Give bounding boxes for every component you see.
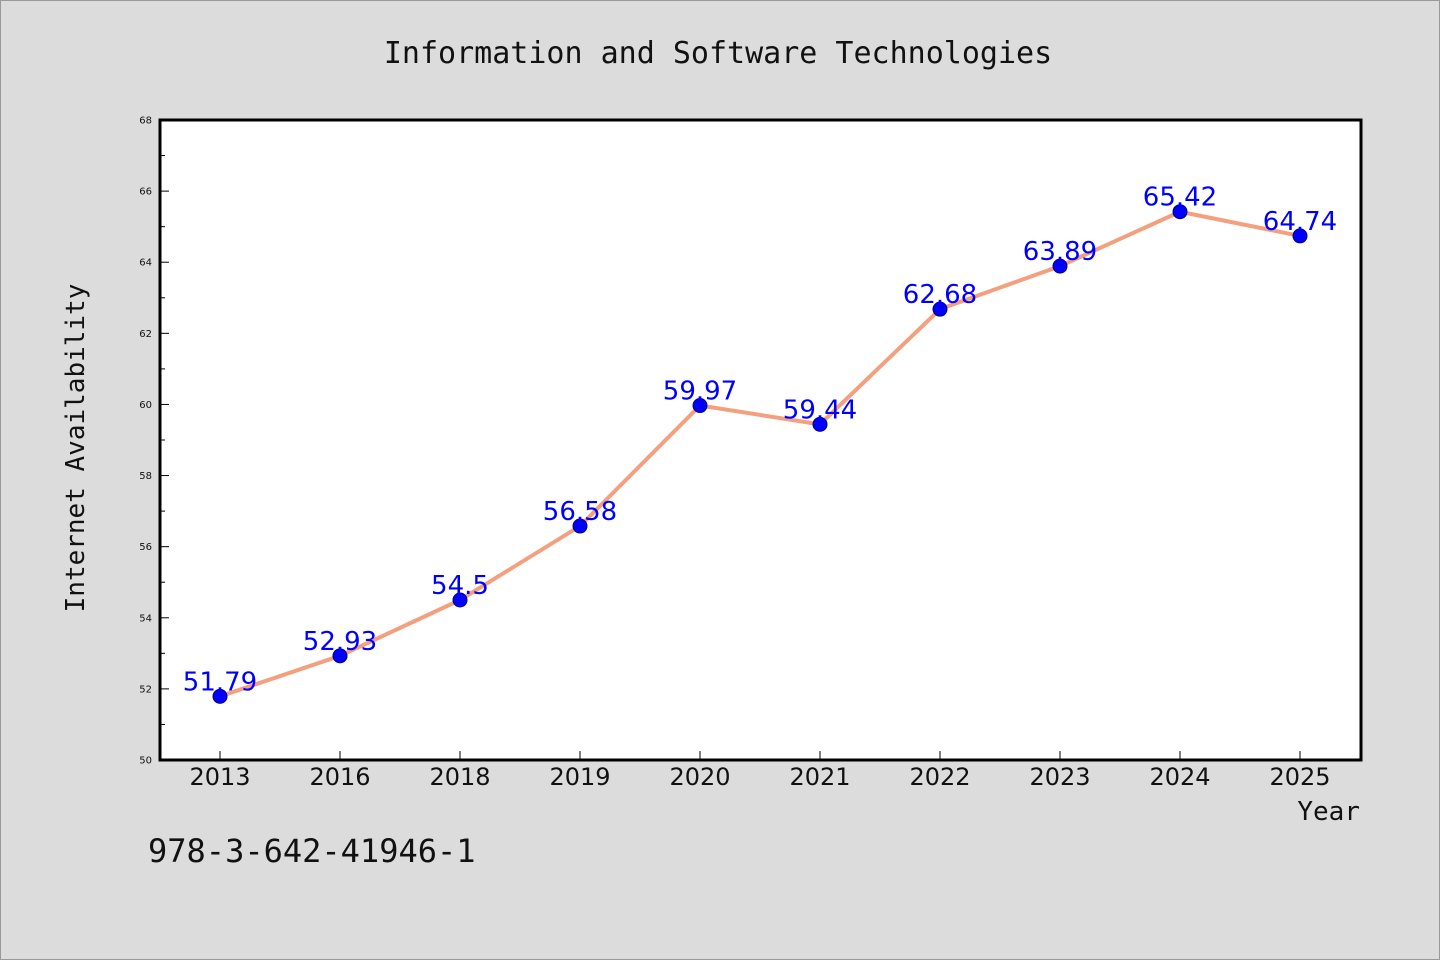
y-tick-label: 52 bbox=[139, 684, 152, 695]
data-point bbox=[1172, 204, 1188, 220]
plot-area bbox=[158, 118, 1363, 762]
data-point bbox=[332, 648, 348, 664]
y-tick-label: 64 bbox=[139, 258, 152, 269]
data-label: 62.68 bbox=[903, 280, 977, 310]
x-tick-label: 2025 bbox=[1269, 763, 1330, 791]
x-axis-label: Year bbox=[1297, 797, 1360, 827]
y-tick-label: 60 bbox=[139, 400, 152, 411]
x-tick-label: 2018 bbox=[429, 763, 490, 791]
data-point bbox=[1292, 228, 1308, 244]
data-point bbox=[572, 518, 588, 534]
data-label: 64.74 bbox=[1263, 207, 1337, 237]
data-labels: 51.79 52.93 54.5 56.58 59.97 59.44 62.68 63.89 6… bbox=[183, 183, 1337, 698]
data-point bbox=[932, 301, 948, 317]
x-tick-label: 2023 bbox=[1029, 763, 1090, 791]
x-tick-label: 2024 bbox=[1149, 763, 1210, 791]
y-tick-label: 66 bbox=[139, 187, 152, 198]
y-tick-label: 54 bbox=[139, 613, 152, 624]
data-point bbox=[452, 592, 468, 608]
y-axis-label: Internet Availability bbox=[61, 284, 91, 613]
data-label: 56.58 bbox=[543, 497, 617, 527]
data-point bbox=[692, 398, 708, 414]
x-tick-label: 2019 bbox=[549, 763, 610, 791]
x-axis: 2013 2016 2018 2019 2020 2021 2022 2023 2024 2025 bbox=[189, 751, 1331, 791]
data-label: 63.89 bbox=[1023, 237, 1097, 267]
y-axis: 50 52 54 56 58 60 62 64 66 68 bbox=[139, 116, 169, 767]
y-tick-label: 62 bbox=[139, 329, 152, 340]
y-tick-label: 56 bbox=[139, 542, 152, 553]
data-label: 59.97 bbox=[663, 377, 737, 407]
data-point bbox=[212, 688, 228, 704]
x-tick-label: 2016 bbox=[309, 763, 370, 791]
y-tick-label: 68 bbox=[139, 116, 152, 127]
x-tick-label: 2022 bbox=[909, 763, 970, 791]
y-tick-label: 50 bbox=[139, 756, 152, 767]
isbn-footnote: 978-3-642-41946-1 bbox=[148, 832, 476, 870]
x-tick-label: 2013 bbox=[189, 763, 250, 791]
data-label: 52.93 bbox=[303, 627, 377, 657]
x-tick-label: 2020 bbox=[669, 763, 730, 791]
chart-title: Information and Software Technologies bbox=[384, 36, 1052, 71]
data-label: 51.79 bbox=[183, 667, 257, 697]
data-label: 65.42 bbox=[1143, 183, 1217, 213]
series-line bbox=[219, 209, 1301, 699]
x-tick-label: 2021 bbox=[789, 763, 850, 791]
data-point bbox=[1052, 258, 1068, 274]
series-group bbox=[212, 204, 1308, 704]
data-label: 59.44 bbox=[783, 395, 857, 425]
y-tick-label: 58 bbox=[139, 471, 152, 482]
data-label: 54.5 bbox=[431, 571, 489, 601]
data-point bbox=[812, 416, 828, 432]
